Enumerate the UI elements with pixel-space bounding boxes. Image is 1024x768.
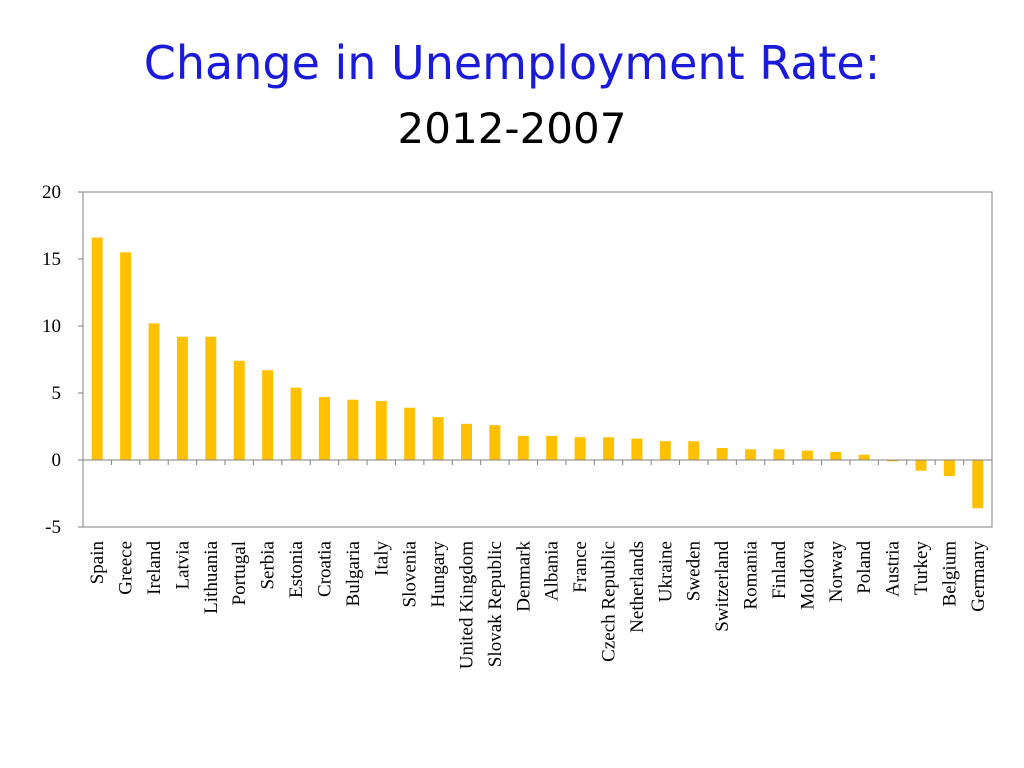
bar-switzerland xyxy=(716,447,728,460)
category-label: Poland xyxy=(854,541,875,594)
category-label: Lithuania xyxy=(201,540,222,613)
category-label: Slovenia xyxy=(400,540,421,607)
bar-finland xyxy=(773,449,785,460)
category-label: Greece xyxy=(116,541,137,595)
bar-moldova xyxy=(801,450,813,460)
slide-subtitle: 2012-2007 xyxy=(397,104,627,153)
category-label: Austria xyxy=(883,540,904,597)
category-label: Hungary xyxy=(428,541,449,608)
category-label: Portugal xyxy=(229,541,250,605)
bar-czech-republic xyxy=(603,437,615,460)
bars-group xyxy=(91,237,984,509)
category-label: Romania xyxy=(741,540,762,609)
category-label: Germany xyxy=(968,541,989,612)
bar-poland xyxy=(858,454,870,460)
category-label: Moldova xyxy=(797,540,818,609)
bar-croatia xyxy=(318,397,330,460)
category-label: Ukraine xyxy=(655,541,676,602)
category-label: Italy xyxy=(371,541,392,576)
bar-spain xyxy=(91,237,103,460)
category-label: Turkey xyxy=(911,541,932,596)
category-label: Slovak Republic xyxy=(485,541,506,667)
category-label: Albania xyxy=(542,540,563,601)
category-label: Latvia xyxy=(172,540,193,589)
bar-france xyxy=(574,437,586,460)
y-tick-label: 10 xyxy=(42,316,61,337)
bar-hungary xyxy=(432,417,444,460)
slide-title: Change in Unemployment Rate: xyxy=(143,36,881,90)
bar-netherlands xyxy=(631,438,643,460)
y-tick-label: 5 xyxy=(52,383,62,404)
category-label: United Kingdom xyxy=(456,541,477,669)
bar-germany xyxy=(972,460,984,509)
category-labels: Spain Greece Ireland Latvia Lithuania Portuga… xyxy=(87,540,989,669)
bar-austria xyxy=(887,460,899,462)
bar-united-kingdom xyxy=(460,423,472,460)
plot-frame xyxy=(82,191,993,528)
category-label: Sweden xyxy=(684,541,705,602)
bar-portugal xyxy=(233,360,245,460)
category-label: Estonia xyxy=(286,540,307,598)
y-tick-label: 15 xyxy=(42,249,61,270)
y-tick-label: -5 xyxy=(45,517,61,538)
bar-albania xyxy=(546,435,558,460)
axes-group xyxy=(78,191,993,528)
bar-bulgaria xyxy=(347,399,359,460)
bar-norway xyxy=(830,451,842,460)
bar-italy xyxy=(375,401,387,460)
y-tick-label: 0 xyxy=(52,450,62,471)
category-label: Norway xyxy=(826,541,847,603)
bar-slovak-republic xyxy=(489,425,501,460)
bar-ireland xyxy=(148,323,160,460)
category-label: France xyxy=(570,541,591,593)
category-label: Netherlands xyxy=(627,541,648,633)
category-label: Czech Republic xyxy=(599,541,620,662)
bar-denmark xyxy=(517,435,529,460)
bar-lithuania xyxy=(205,336,217,460)
category-label: Belgium xyxy=(939,541,960,607)
category-label: Finland xyxy=(769,541,790,600)
category-label: Ireland xyxy=(144,541,165,595)
category-label: Croatia xyxy=(314,540,335,596)
bar-estonia xyxy=(290,387,302,460)
category-label: Denmark xyxy=(513,541,534,612)
bar-serbia xyxy=(262,370,274,460)
bar-latvia xyxy=(176,336,188,460)
bar-belgium xyxy=(943,460,955,477)
bar-sweden xyxy=(688,441,700,460)
bar-turkey xyxy=(915,460,927,471)
bar-ukraine xyxy=(659,441,671,460)
category-label: Switzerland xyxy=(712,541,733,632)
y-tick-label: 20 xyxy=(42,182,61,203)
category-label: Serbia xyxy=(258,540,279,589)
bar-greece xyxy=(120,252,132,460)
y-tick-labels: -5 0 5 10 15 20 xyxy=(42,182,61,538)
category-label: Bulgaria xyxy=(343,540,364,606)
bar-romania xyxy=(745,449,757,460)
bar-slovenia xyxy=(404,407,416,460)
category-label: Spain xyxy=(87,541,108,585)
